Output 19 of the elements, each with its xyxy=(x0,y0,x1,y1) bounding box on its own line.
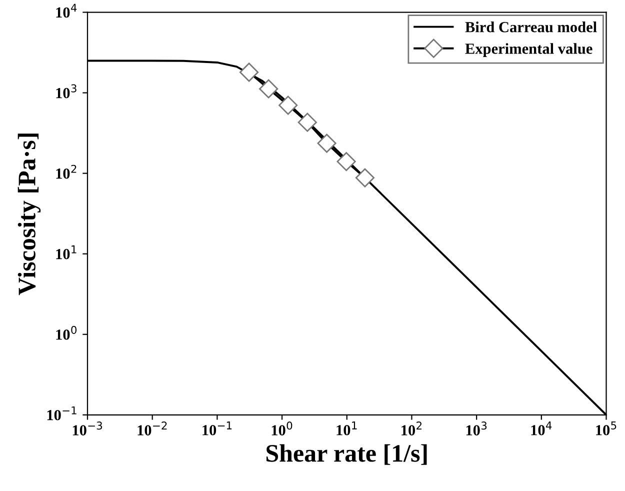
y-tick-label: 10$^{0}$ xyxy=(56,326,77,340)
x-tick-label: 10$^{−3}$ xyxy=(72,422,102,436)
legend-label: Experimental value xyxy=(465,43,592,57)
y-tick-label: 10$^{4}$ xyxy=(56,4,77,18)
x-tick-label: 10$^{4}$ xyxy=(531,422,552,436)
y-tick-label: 10$^{3}$ xyxy=(56,84,76,98)
y-tick-label: 10$^{−1}$ xyxy=(47,406,76,420)
x-tick-label: 10$^{−1}$ xyxy=(202,422,232,436)
x-tick-label: 10$^{1}$ xyxy=(336,422,357,436)
y-axis-title: Viscosity [Pa·s] xyxy=(18,134,41,296)
x-tick-label: 10$^{0}$ xyxy=(272,422,292,436)
x-axis-title: Shear rate [1/s] xyxy=(266,444,427,465)
y-tick-label: 10$^{1}$ xyxy=(56,245,76,260)
x-tick-label: 10$^{−2}$ xyxy=(138,422,167,436)
legend-label: Bird Carreau model xyxy=(465,22,597,32)
x-tick-label: 10$^{2}$ xyxy=(402,422,422,436)
x-tick-label: 10$^{3}$ xyxy=(466,422,487,436)
x-tick-label: 10$^{5}$ xyxy=(596,422,616,436)
y-tick-label: 10$^{2}$ xyxy=(56,164,76,179)
